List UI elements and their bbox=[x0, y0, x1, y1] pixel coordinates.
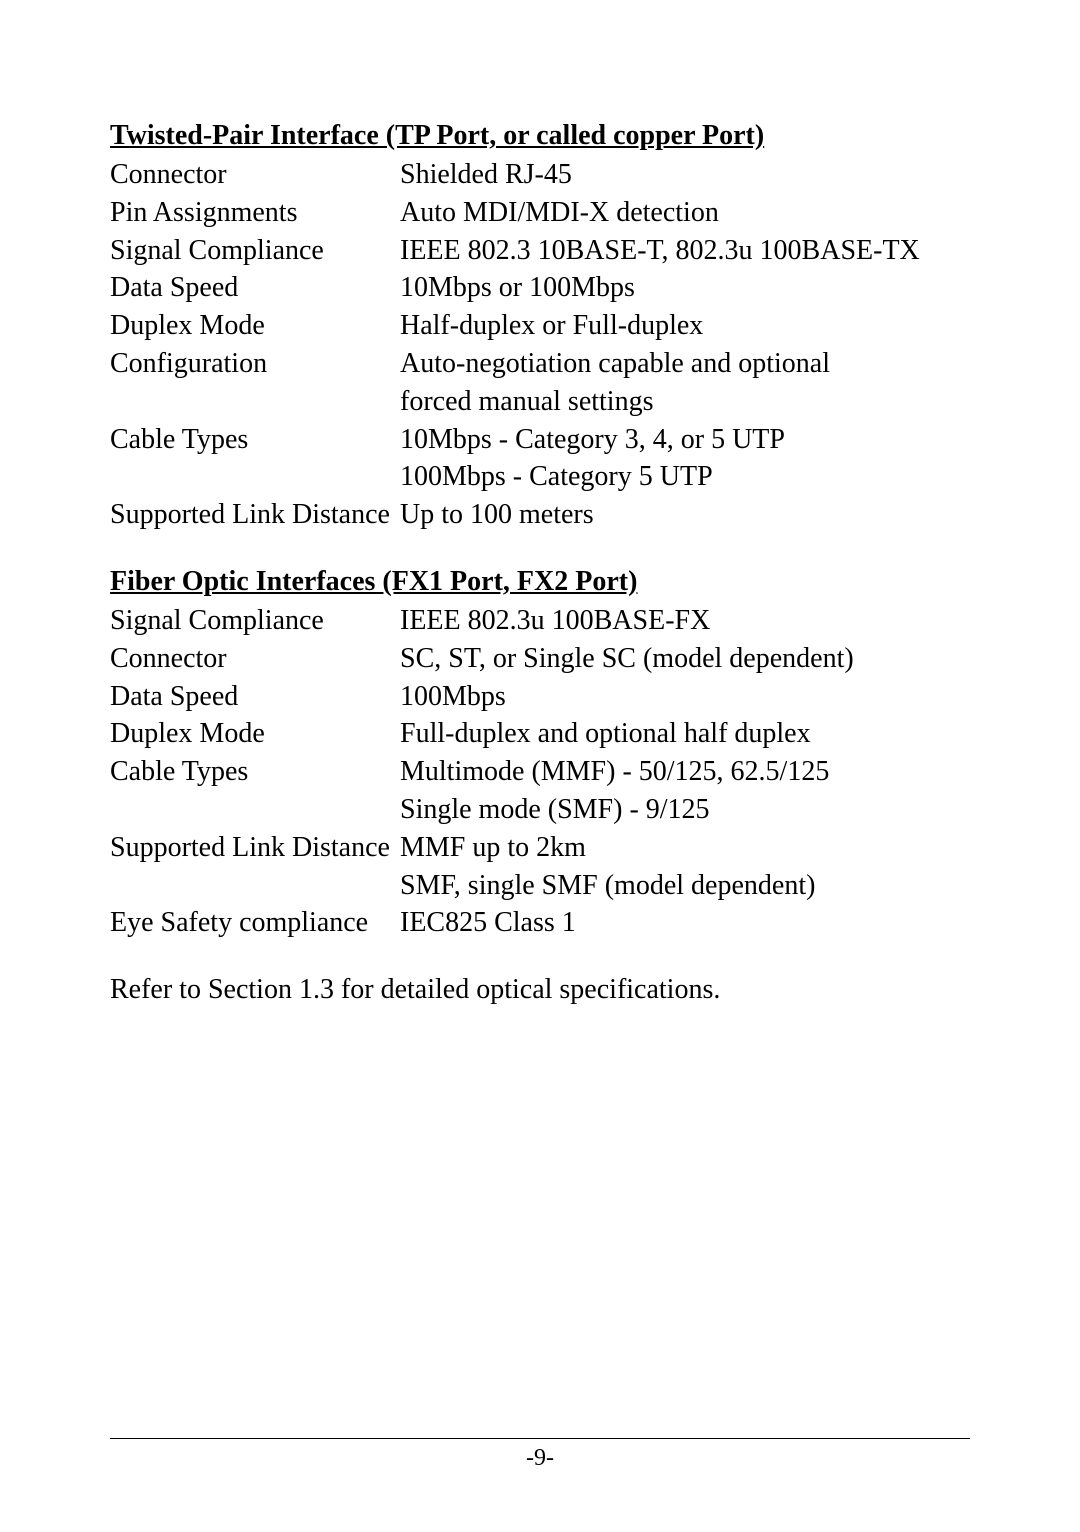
spec-label: Duplex Mode bbox=[110, 715, 400, 753]
page-number: -9- bbox=[110, 1445, 970, 1472]
spec-value: 10Mbps or 100Mbps bbox=[400, 269, 970, 307]
spec-label: Data Speed bbox=[110, 269, 400, 307]
spec-value: MMF up to 2km bbox=[400, 829, 970, 867]
table-row: Pin Assignments Auto MDI/MDI-X detection bbox=[110, 194, 970, 232]
spec-label: Connector bbox=[110, 640, 400, 678]
footer-divider bbox=[110, 1438, 970, 1439]
table-row: Single mode (SMF) - 9/125 bbox=[110, 791, 970, 829]
spec-label bbox=[110, 867, 400, 905]
spec-value: SMF, single SMF (model dependent) bbox=[400, 867, 970, 905]
spec-value: Full-duplex and optional half duplex bbox=[400, 715, 970, 753]
spec-value: IEEE 802.3u 100BASE-FX bbox=[400, 602, 970, 640]
spec-label: Signal Compliance bbox=[110, 232, 400, 270]
spec-value: Shielded RJ-45 bbox=[400, 156, 970, 194]
page-footer: -9- bbox=[110, 1438, 970, 1472]
spec-value: Single mode (SMF) - 9/125 bbox=[400, 791, 970, 829]
table-row: Data Speed 10Mbps or 100Mbps bbox=[110, 269, 970, 307]
spec-label: Signal Compliance bbox=[110, 602, 400, 640]
table-row: Cable Types 10Mbps - Category 3, 4, or 5… bbox=[110, 421, 970, 459]
spec-value: IEEE 802.3 10BASE-T, 802.3u 100BASE-TX bbox=[400, 232, 970, 270]
spec-value: 100Mbps bbox=[400, 678, 970, 716]
spec-label: Data Speed bbox=[110, 678, 400, 716]
spec-value: Multimode (MMF) - 50/125, 62.5/125 bbox=[400, 753, 970, 791]
spec-value: Auto-negotiation capable and optional bbox=[400, 345, 970, 383]
table-row: Supported Link Distance Up to 100 meters bbox=[110, 496, 970, 534]
spec-label: Eye Safety compliance bbox=[110, 904, 400, 942]
spec-label: Pin Assignments bbox=[110, 194, 400, 232]
spec-label bbox=[110, 383, 400, 421]
spec-label: Connector bbox=[110, 156, 400, 194]
section1-heading: Twisted-Pair Interface (TP Port, or call… bbox=[110, 120, 970, 152]
spec-value: Auto MDI/MDI-X detection bbox=[400, 194, 970, 232]
table-row: Data Speed 100Mbps bbox=[110, 678, 970, 716]
spec-label: Configuration bbox=[110, 345, 400, 383]
section2-heading: Fiber Optic Interfaces (FX1 Port, FX2 Po… bbox=[110, 566, 970, 598]
table-row: Duplex Mode Full-duplex and optional hal… bbox=[110, 715, 970, 753]
table-row: forced manual settings bbox=[110, 383, 970, 421]
spec-label: Supported Link Distance bbox=[110, 829, 400, 867]
table-row: Signal Compliance IEEE 802.3u 100BASE-FX bbox=[110, 602, 970, 640]
spec-value: 10Mbps - Category 3, 4, or 5 UTP bbox=[400, 421, 970, 459]
spec-value: IEC825 Class 1 bbox=[400, 904, 970, 942]
spec-label: Duplex Mode bbox=[110, 307, 400, 345]
table-row: Connector SC, ST, or Single SC (model de… bbox=[110, 640, 970, 678]
table-row: Signal Compliance IEEE 802.3 10BASE-T, 8… bbox=[110, 232, 970, 270]
spec-label: Supported Link Distance bbox=[110, 496, 400, 534]
table-row: SMF, single SMF (model dependent) bbox=[110, 867, 970, 905]
spec-value: forced manual settings bbox=[400, 383, 970, 421]
section2-table: Signal Compliance IEEE 802.3u 100BASE-FX… bbox=[110, 602, 970, 942]
table-row: Supported Link Distance MMF up to 2km bbox=[110, 829, 970, 867]
table-row: Connector Shielded RJ-45 bbox=[110, 156, 970, 194]
spec-label bbox=[110, 458, 400, 496]
spec-value: Half-duplex or Full-duplex bbox=[400, 307, 970, 345]
table-row: 100Mbps - Category 5 UTP bbox=[110, 458, 970, 496]
table-row: Duplex Mode Half-duplex or Full-duplex bbox=[110, 307, 970, 345]
spec-value: SC, ST, or Single SC (model dependent) bbox=[400, 640, 970, 678]
spec-label: Cable Types bbox=[110, 421, 400, 459]
table-row: Cable Types Multimode (MMF) - 50/125, 62… bbox=[110, 753, 970, 791]
spec-label: Cable Types bbox=[110, 753, 400, 791]
table-row: Configuration Auto-negotiation capable a… bbox=[110, 345, 970, 383]
table-row: Eye Safety compliance IEC825 Class 1 bbox=[110, 904, 970, 942]
spec-label bbox=[110, 791, 400, 829]
spec-value: 100Mbps - Category 5 UTP bbox=[400, 458, 970, 496]
spec-value: Up to 100 meters bbox=[400, 496, 970, 534]
footnote-text: Refer to Section 1.3 for detailed optica… bbox=[110, 974, 970, 1006]
section1-table: Connector Shielded RJ-45 Pin Assignments… bbox=[110, 156, 970, 534]
